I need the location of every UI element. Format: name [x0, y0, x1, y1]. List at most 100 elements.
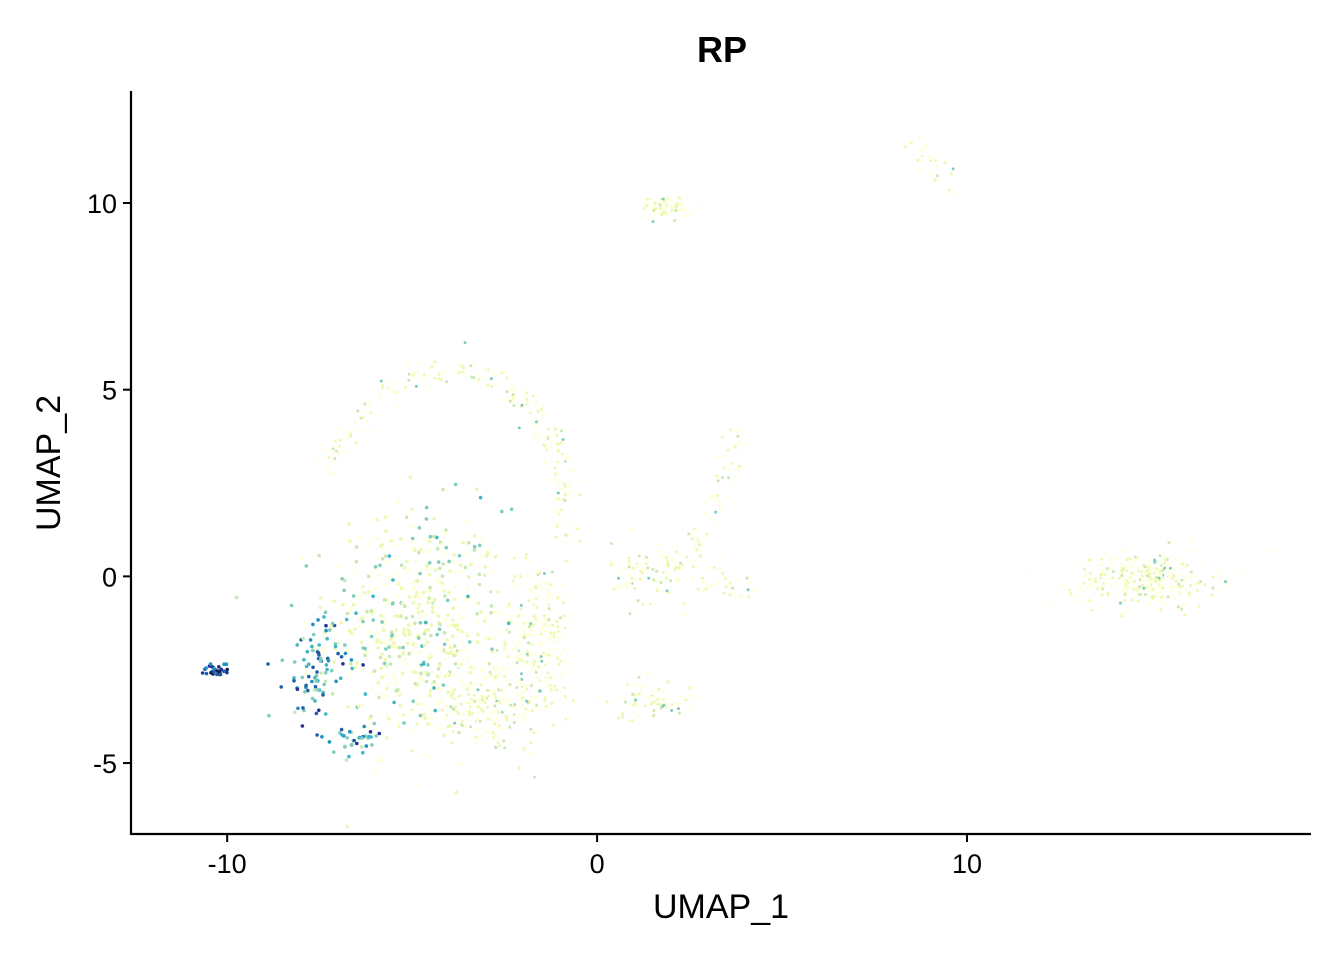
- cell-point: [534, 431, 538, 435]
- cell-point: [494, 610, 498, 615]
- cell-point: [534, 597, 538, 601]
- cell-point: [630, 576, 634, 580]
- cell-point: [426, 600, 430, 605]
- cell-point: [497, 711, 501, 714]
- cell-point: [489, 604, 494, 608]
- cell-point: [432, 517, 437, 521]
- cell-point: [1199, 580, 1203, 583]
- cell-point: [658, 554, 662, 558]
- cell-point: [362, 724, 367, 729]
- cell-point: [504, 715, 508, 719]
- cell-point: [1180, 584, 1184, 588]
- cell-point: [688, 212, 692, 216]
- cell-point: [556, 625, 560, 629]
- cell-point: [530, 695, 534, 699]
- cell-point: [477, 711, 481, 715]
- cell-point: [535, 703, 539, 707]
- cell-point: [657, 688, 661, 691]
- cell-point: [361, 750, 365, 755]
- cell-point: [1148, 577, 1152, 580]
- cell-point: [418, 621, 423, 625]
- cell-point: [555, 688, 559, 692]
- cell-point: [1169, 589, 1173, 593]
- cell-point: [1126, 586, 1130, 590]
- cell-point: [443, 617, 447, 621]
- cell-point: [1138, 588, 1142, 591]
- cell-point: [484, 698, 488, 702]
- cell-point: [677, 718, 681, 722]
- cell-point: [574, 525, 578, 529]
- cell-point: [420, 678, 425, 683]
- cell-point: [496, 741, 500, 745]
- cell-point: [1161, 564, 1165, 568]
- cell-point: [476, 601, 481, 605]
- cell-point: [295, 687, 300, 691]
- cell-point: [661, 689, 665, 693]
- cell-point: [514, 387, 518, 391]
- cell-point: [1068, 588, 1072, 592]
- cell-point: [533, 659, 537, 663]
- cell-point: [363, 653, 367, 658]
- cell-point: [387, 654, 392, 659]
- cell-point: [466, 671, 470, 675]
- cell-point: [531, 394, 535, 398]
- cell-point: [1158, 600, 1162, 604]
- cell-point: [472, 362, 476, 366]
- cell-point: [529, 411, 533, 415]
- cell-point: [517, 649, 521, 653]
- cell-point: [517, 426, 521, 430]
- cell-point: [1149, 580, 1153, 584]
- cell-point: [381, 384, 385, 387]
- cell-point: [414, 579, 418, 584]
- cell-point: [365, 609, 369, 614]
- cell-point: [467, 666, 471, 670]
- cell-point: [489, 610, 493, 615]
- cell-point: [1120, 612, 1124, 616]
- cell-point: [935, 174, 939, 178]
- cell-point: [1186, 571, 1190, 575]
- cell-point: [1194, 575, 1198, 579]
- cell-point: [446, 691, 450, 695]
- cell-point: [215, 672, 219, 677]
- cell-point: [688, 559, 692, 563]
- cell-point: [1101, 569, 1104, 573]
- cell-point: [571, 470, 574, 474]
- cell-point: [534, 621, 538, 624]
- cell-point: [428, 708, 431, 712]
- cell-point: [728, 468, 732, 472]
- cell-point: [451, 596, 455, 601]
- cell-point: [523, 718, 527, 721]
- cell-point: [502, 739, 506, 743]
- cell-point: [308, 638, 313, 642]
- cell-point: [392, 640, 396, 645]
- cell-point: [428, 688, 433, 693]
- cell-point: [533, 653, 537, 657]
- cell-point: [419, 547, 423, 552]
- cell-point: [537, 593, 541, 597]
- cell-point: [433, 376, 437, 380]
- cell-point: [558, 688, 562, 692]
- cell-point: [520, 634, 524, 639]
- cell-point: [451, 730, 455, 733]
- cell-point: [463, 725, 467, 729]
- cell-point: [728, 581, 732, 585]
- cell-point: [394, 390, 398, 394]
- cell-point: [672, 201, 676, 205]
- cell-point: [448, 710, 452, 714]
- cell-point: [322, 448, 326, 452]
- cell-point: [620, 568, 624, 572]
- cell-point: [494, 382, 498, 386]
- cell-point: [629, 563, 633, 567]
- cell-point: [424, 620, 428, 625]
- cell-point: [345, 824, 349, 829]
- cell-point: [396, 595, 400, 599]
- cell-point: [504, 679, 508, 683]
- cell-point: [544, 448, 548, 452]
- cell-point: [323, 679, 328, 683]
- cell-point: [654, 207, 658, 211]
- cell-point: [346, 430, 350, 434]
- cell-point: [534, 670, 538, 674]
- cell-point: [559, 659, 563, 663]
- cell-point: [639, 685, 643, 688]
- cell-point: [428, 534, 433, 539]
